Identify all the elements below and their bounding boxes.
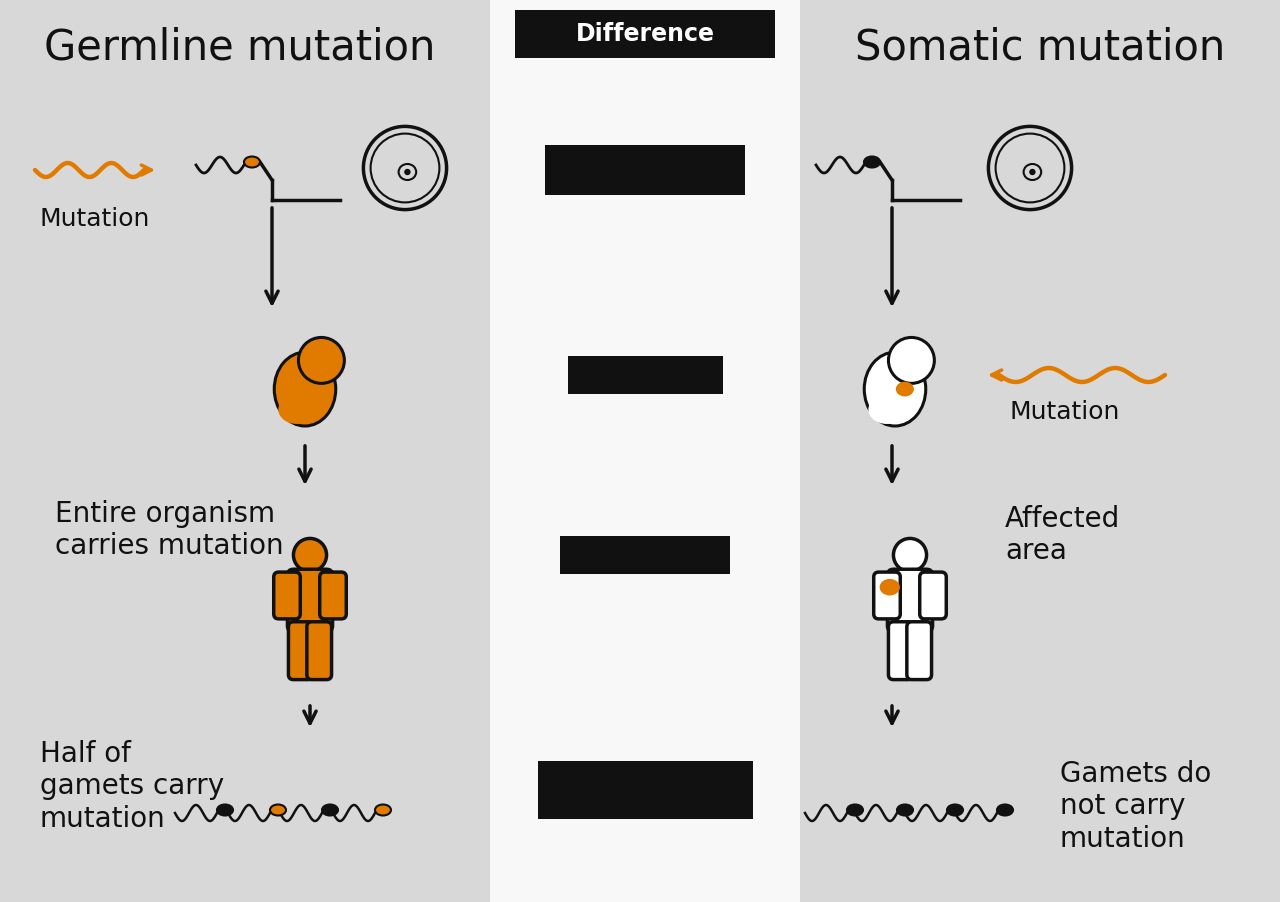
Text: Mutation: Mutation xyxy=(1010,400,1120,424)
Bar xyxy=(800,0,1280,902)
Ellipse shape xyxy=(897,805,913,815)
Ellipse shape xyxy=(864,352,925,426)
Ellipse shape xyxy=(847,805,863,815)
Circle shape xyxy=(293,538,326,572)
Circle shape xyxy=(404,169,411,175)
Bar xyxy=(538,761,753,819)
Ellipse shape xyxy=(375,805,390,815)
Ellipse shape xyxy=(947,805,963,815)
Ellipse shape xyxy=(879,579,900,595)
Bar xyxy=(567,356,722,394)
Circle shape xyxy=(888,337,934,383)
Ellipse shape xyxy=(896,382,914,397)
FancyBboxPatch shape xyxy=(274,572,301,619)
FancyBboxPatch shape xyxy=(888,621,913,679)
Bar xyxy=(515,10,774,58)
Text: Somatic mutation: Somatic mutation xyxy=(855,27,1225,69)
Ellipse shape xyxy=(323,805,338,815)
FancyBboxPatch shape xyxy=(874,572,900,619)
FancyBboxPatch shape xyxy=(920,572,946,619)
FancyBboxPatch shape xyxy=(288,621,314,679)
Circle shape xyxy=(893,538,927,572)
FancyBboxPatch shape xyxy=(887,569,933,631)
Bar xyxy=(561,536,730,574)
Ellipse shape xyxy=(270,805,285,815)
Bar xyxy=(0,0,490,902)
Ellipse shape xyxy=(868,395,905,424)
Bar xyxy=(545,145,745,195)
Ellipse shape xyxy=(218,805,233,815)
Ellipse shape xyxy=(274,352,335,426)
Text: Entire organism
carries mutation: Entire organism carries mutation xyxy=(55,500,284,560)
Text: Half of
gamets carry
mutation: Half of gamets carry mutation xyxy=(40,740,224,833)
Text: Gamets do
not carry
mutation: Gamets do not carry mutation xyxy=(1060,760,1211,852)
Text: Affected
area: Affected area xyxy=(1005,505,1120,566)
Text: Mutation: Mutation xyxy=(40,207,150,231)
FancyBboxPatch shape xyxy=(906,621,932,679)
Ellipse shape xyxy=(278,395,315,424)
Text: Germline mutation: Germline mutation xyxy=(45,27,435,69)
FancyBboxPatch shape xyxy=(288,569,333,631)
Ellipse shape xyxy=(864,157,881,168)
Text: Difference: Difference xyxy=(576,22,714,46)
Ellipse shape xyxy=(997,805,1012,815)
Ellipse shape xyxy=(244,157,260,168)
FancyBboxPatch shape xyxy=(307,621,332,679)
Circle shape xyxy=(298,337,344,383)
Bar xyxy=(490,0,800,902)
FancyBboxPatch shape xyxy=(320,572,347,619)
Circle shape xyxy=(1029,169,1036,175)
